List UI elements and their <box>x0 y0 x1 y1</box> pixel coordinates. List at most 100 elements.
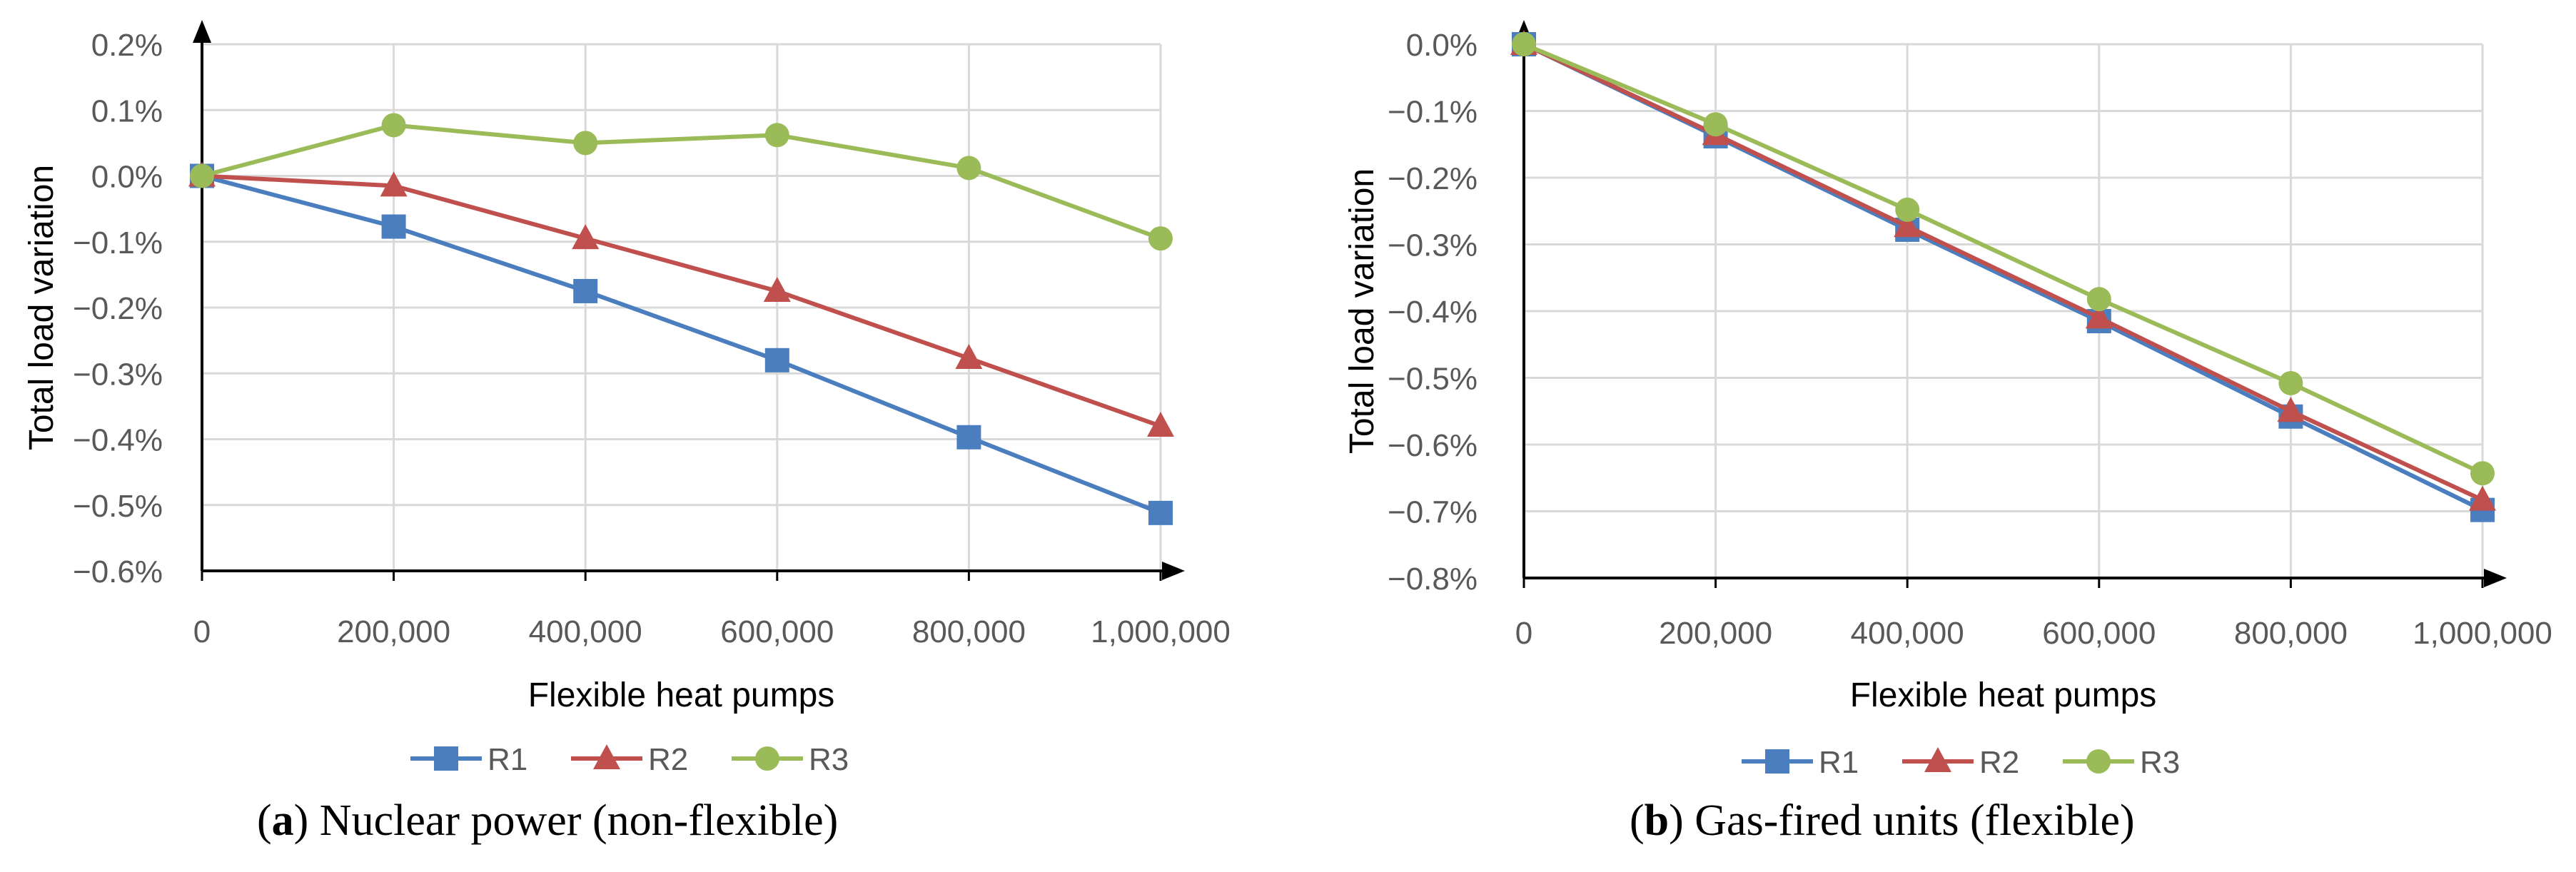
series-line <box>201 123 1162 240</box>
caption-paren-open: ( <box>257 796 272 845</box>
caption-paren-open: ( <box>1630 796 1645 845</box>
data-point-r3 <box>1703 112 1728 137</box>
data-point-r3 <box>1148 226 1173 251</box>
legend-label: R3 <box>2140 745 2180 780</box>
data-point-r2 <box>1894 212 1921 238</box>
legend-swatch-marker <box>1924 747 1951 772</box>
legend-label: R1 <box>488 742 527 777</box>
legend-label: R1 <box>1819 745 1859 780</box>
legend-item-r3: R3 <box>732 742 849 777</box>
y-tick-label: −0.6% <box>73 554 163 589</box>
y-tick-label: −0.3% <box>1388 228 1478 263</box>
data-point-r1 <box>764 348 789 372</box>
y-tick-label: −0.1% <box>1388 95 1478 130</box>
y-tick-label: −0.6% <box>1388 428 1478 463</box>
caption-text: ) Nuclear power (non-flexible) <box>294 796 839 845</box>
data-point-r3 <box>2278 370 2303 395</box>
x-tick-label: 800,000 <box>912 614 1026 649</box>
y-tick-label: −0.5% <box>1388 362 1478 397</box>
y-tick-label: −0.4% <box>73 423 163 458</box>
y-tick-label: −0.8% <box>1388 562 1478 597</box>
gridlines <box>202 43 1162 572</box>
legend-item-r3: R3 <box>2063 745 2180 780</box>
data-point-r3 <box>2470 461 2495 486</box>
legend-swatch-marker <box>593 744 620 769</box>
x-tick-label: 200,000 <box>337 614 450 649</box>
legend-item-r1: R1 <box>1742 745 1859 780</box>
data-point-r3 <box>190 163 214 188</box>
y-axis-arrowhead <box>193 20 211 43</box>
x-tick-label: 400,000 <box>529 614 642 649</box>
x-tick-label: 400,000 <box>1851 616 1964 651</box>
y-axis-title: Total load variation <box>1343 168 1381 454</box>
x-tick-label: 0 <box>193 614 211 649</box>
series-line <box>201 173 1162 515</box>
legend-swatch-marker <box>1765 749 1789 774</box>
series-line <box>1522 42 2484 502</box>
x-axis-arrowhead <box>1162 562 1185 580</box>
caption-letter: a <box>272 796 294 845</box>
data-point-r3 <box>1512 32 1536 56</box>
data-point-r1 <box>1148 500 1173 525</box>
x-axis-title: Flexible heat pumps <box>1850 676 2157 714</box>
panel-b-gas-fired-units: 0.0% −0.1% −0.2% −0.3% −0.4% −0.5% −0.6% −0.7% −… <box>1343 20 2552 845</box>
y-tick-label: 0.1% <box>91 93 163 128</box>
y-tick-label: 0.2% <box>91 28 163 63</box>
caption-text: ) Gas-fired units (flexible) <box>1669 796 2134 845</box>
data-point-r2 <box>380 171 408 197</box>
x-tick-label: 800,000 <box>2234 616 2348 651</box>
data-point-r2 <box>572 224 600 250</box>
x-tick-label: 0 <box>1515 616 1532 651</box>
x-tick-label: 1,000,000 <box>2413 616 2552 651</box>
y-tick-label: 0.0% <box>1406 28 1478 63</box>
panel-caption: (a) Nuclear power (non-flexible) <box>257 796 838 845</box>
panel-caption: (b) Gas-fired units (flexible) <box>1630 796 2135 845</box>
data-point-r3 <box>2086 287 2111 312</box>
data-point-r3 <box>956 156 981 181</box>
legend-swatch-marker <box>755 746 779 771</box>
series-line <box>201 173 1162 428</box>
y-tick-label: −0.5% <box>73 489 163 524</box>
x-tick-label: 200,000 <box>1659 616 1772 651</box>
legend-label: R3 <box>809 742 849 777</box>
data-point-r2 <box>955 344 983 370</box>
y-tick-label: −0.3% <box>73 357 163 392</box>
y-tick-label: −0.4% <box>1388 295 1478 330</box>
x-tick-label: 600,000 <box>2042 616 2156 651</box>
data-point-r1 <box>956 425 981 450</box>
series-r3 <box>190 113 1173 251</box>
data-point-r2 <box>1147 412 1174 437</box>
legend-swatch-marker <box>2086 749 2111 774</box>
legend-item-r1: R1 <box>410 742 527 777</box>
series-r2 <box>188 161 1174 437</box>
data-point-r2 <box>2085 303 2113 329</box>
legend: R1 R2 R3 <box>410 742 849 777</box>
legend-item-r2: R2 <box>571 742 688 777</box>
legend: R1 R2 R3 <box>1742 745 2180 780</box>
legend-label: R2 <box>648 742 688 777</box>
y-tick-label: −0.1% <box>73 225 163 260</box>
y-tick-label: −0.2% <box>73 291 163 326</box>
y-axis-title: Total load variation <box>23 165 61 450</box>
data-point-r2 <box>763 276 791 302</box>
panel-a-nuclear-power: 0.2% 0.1% 0.0% −0.1% −0.2% −0.3% −0.4% −0.5% −0.… <box>23 20 1231 845</box>
y-tick-label: 0.0% <box>91 160 163 195</box>
x-tick-label: 600,000 <box>720 614 834 649</box>
data-point-r3 <box>573 131 598 156</box>
series-r3 <box>1512 32 2495 486</box>
x-axis-arrowhead <box>2484 569 2507 587</box>
data-point-r2 <box>2469 485 2496 511</box>
y-tick-label: −0.2% <box>1388 161 1478 196</box>
gridlines <box>1524 43 2484 579</box>
legend-label: R2 <box>1979 745 2019 780</box>
data-point-r1 <box>573 278 598 303</box>
data-point-r2 <box>2277 397 2305 422</box>
data-point-r1 <box>381 214 406 239</box>
data-point-r3 <box>1895 197 1920 222</box>
x-axis-title: Flexible heat pumps <box>528 676 835 714</box>
legend-swatch-marker <box>434 746 458 771</box>
caption-letter: b <box>1645 796 1669 845</box>
data-point-r3 <box>764 123 789 148</box>
series-r1 <box>190 163 1173 525</box>
